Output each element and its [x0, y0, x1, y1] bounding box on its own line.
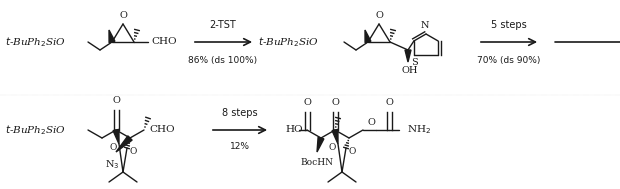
Text: OH: OH [402, 66, 418, 75]
Text: CHO: CHO [151, 37, 177, 46]
Text: BocHN: BocHN [301, 158, 334, 167]
Text: 12%: 12% [230, 142, 250, 151]
Text: O: O [109, 143, 117, 152]
Polygon shape [365, 30, 371, 43]
Text: 5 steps: 5 steps [491, 20, 527, 30]
Polygon shape [332, 129, 338, 144]
Polygon shape [405, 50, 411, 62]
Text: O: O [367, 118, 375, 127]
Text: 86% (ds 100%): 86% (ds 100%) [188, 56, 257, 65]
Text: O: O [119, 11, 127, 20]
Text: $t$-BuPh$_2$SiO: $t$-BuPh$_2$SiO [5, 35, 66, 49]
Text: O: O [348, 146, 356, 156]
Text: O: O [385, 98, 393, 107]
Text: 70% (ds 90%): 70% (ds 90%) [477, 56, 541, 65]
Text: O: O [303, 98, 311, 107]
Text: HO: HO [285, 125, 303, 135]
Polygon shape [116, 136, 132, 152]
Text: 2-TST: 2-TST [210, 20, 236, 30]
Text: N: N [421, 21, 429, 30]
Text: $t$-BuPh$_2$SiO: $t$-BuPh$_2$SiO [5, 123, 66, 137]
Text: CHO: CHO [149, 125, 175, 135]
Polygon shape [113, 129, 119, 144]
Polygon shape [317, 137, 324, 152]
Text: O: O [112, 96, 120, 105]
Text: O: O [329, 143, 335, 152]
Text: O: O [375, 11, 383, 20]
Text: 8 steps: 8 steps [222, 108, 258, 118]
Text: O: O [130, 146, 136, 156]
Text: $t$-BuPh$_2$SiO: $t$-BuPh$_2$SiO [258, 35, 319, 49]
Text: S: S [412, 58, 418, 67]
Polygon shape [109, 30, 115, 43]
Text: NH$_2$: NH$_2$ [407, 124, 431, 136]
Text: N$_3$: N$_3$ [105, 158, 119, 171]
Text: O: O [331, 98, 339, 107]
